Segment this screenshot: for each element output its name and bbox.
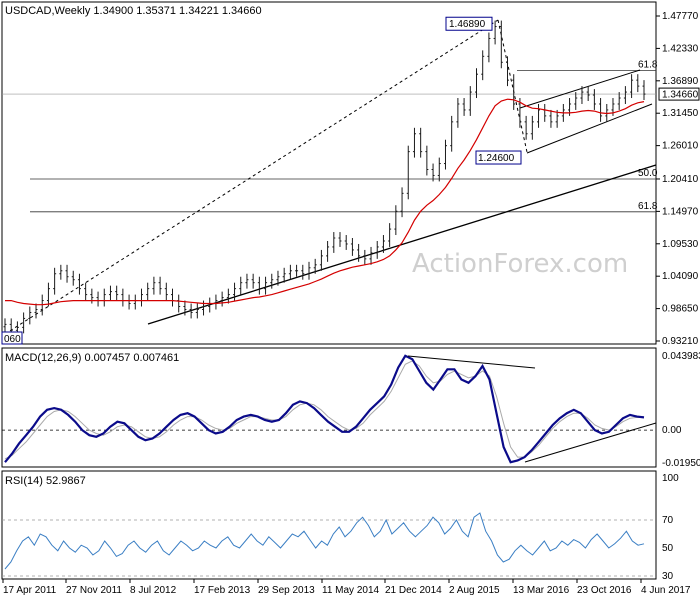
macd-panel-frame <box>1 347 657 468</box>
macd-signal-line <box>4 360 645 460</box>
x-tick-label: 4 Jun 2017 <box>641 585 691 596</box>
time-axis: 17 Apr 2011 27 Nov 2011 8 Jul 2012 17 Feb 2… <box>2 579 691 596</box>
dashed-drop-line <box>497 19 528 153</box>
long-support-line <box>147 164 657 325</box>
moving-average-line <box>5 98 645 306</box>
price-tick-label: 1.04090 <box>662 271 699 282</box>
price-axis: 1.47770 1.42330 1.36890 1.31450 1.26010 1.204… <box>656 11 700 347</box>
price-tick-label: 1.47770 <box>662 11 699 22</box>
high-label: 1.46890 <box>449 19 486 30</box>
high-label-box <box>445 16 493 31</box>
macd-line <box>4 354 645 464</box>
x-tick-label: 23 Oct 2016 <box>577 585 632 596</box>
last-price-label: 1.34660 <box>662 90 699 101</box>
left-cut-box <box>1 331 23 345</box>
low-label: 1.24600 <box>478 153 515 164</box>
price-tick-label: 0.93210 <box>662 336 699 347</box>
price-gridlines: 61.8 50.0 61.8 <box>2 60 658 213</box>
macd-support-line <box>524 422 657 463</box>
channel-upper-line <box>519 69 641 109</box>
price-panel-frame <box>1 1 657 345</box>
x-tick-label: 17 Feb 2013 <box>194 585 251 596</box>
rsi-tick-label: 50 <box>662 543 674 554</box>
last-price-box <box>658 87 700 101</box>
x-tick-label: 13 Mar 2016 <box>513 585 570 596</box>
price-tick-label: 1.09530 <box>662 239 699 250</box>
price-tick-label: 1.36890 <box>662 76 699 87</box>
price-tick-label: 1.20410 <box>662 174 699 185</box>
x-tick-label: 27 Nov 2011 <box>66 585 122 596</box>
fib-label-0: 61.8 <box>638 60 658 71</box>
rsi-panel-frame <box>1 470 657 580</box>
channel-lower-line <box>526 103 653 154</box>
fib-label-1: 50.0 <box>638 168 658 179</box>
rsi-plot: 100 70 50 30 <box>2 473 679 582</box>
price-candles <box>3 20 646 337</box>
rsi-line <box>4 512 645 570</box>
price-tick-label: 1.42330 <box>662 43 699 54</box>
trendlines <box>4 19 657 335</box>
rsi-title: RSI(14) 52.9867 <box>5 475 86 487</box>
price-tick-label: 1.14970 <box>662 206 699 217</box>
rsi-tick-label: 100 <box>662 473 679 484</box>
price-tick-label: 0.98650 <box>662 304 699 315</box>
price-tick-label: 1.26010 <box>662 141 699 152</box>
left-cut-label: 060 <box>4 334 21 345</box>
dashed-trendline <box>4 19 499 335</box>
price-annotations: 1.46890 1.24600 060 <box>1 16 522 345</box>
macd-title: MACD(12,26,9) 0.007457 0.007461 <box>5 352 179 364</box>
fib-label-2: 61.8 <box>638 201 658 212</box>
x-tick-label: 29 Sep 2013 <box>258 585 315 596</box>
rsi-tick-label: 30 <box>662 571 674 582</box>
x-tick-label: 17 Apr 2011 <box>3 585 57 596</box>
price-tick-label: 1.31450 <box>662 108 699 119</box>
x-tick-label: 11 May 2014 <box>322 585 380 596</box>
x-tick-label: 2 Aug 2015 <box>449 585 500 596</box>
macd-tick-label: 0.00 <box>662 425 682 436</box>
rsi-tick-label: 70 <box>662 515 674 526</box>
low-label-box <box>475 150 522 165</box>
watermark: ActionForex.com <box>412 249 628 279</box>
macd-tick-label: 0.043983 <box>662 351 700 362</box>
x-tick-label: 8 Jul 2012 <box>130 585 177 596</box>
x-tick-label: 21 Dec 2014 <box>385 585 442 596</box>
macd-resistance-line <box>407 355 536 369</box>
price-title: USDCAD,Weekly 1.34900 1.35371 1.34221 1.… <box>5 5 262 17</box>
